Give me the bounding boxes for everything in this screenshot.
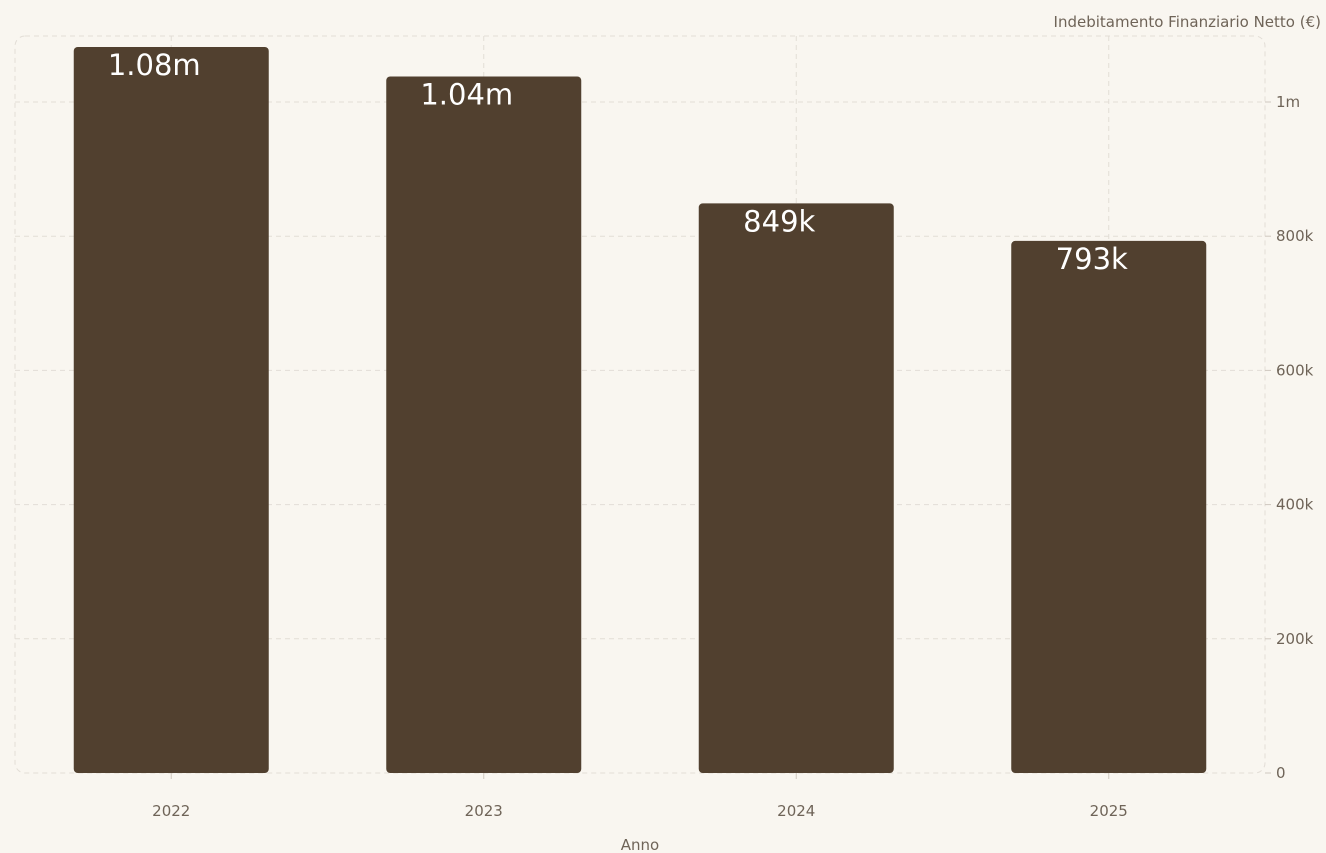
y-axis-ticks: 0 200k 400k 600k 800k 1m — [1265, 93, 1314, 782]
y-axis-title: Indebitamento Finanziario Netto (€) — [1054, 13, 1321, 31]
x-tick-label-2025: 2025 — [1090, 802, 1128, 820]
bars — [73, 46, 1207, 774]
y-tick-label: 800k — [1276, 227, 1314, 245]
bar-2022 — [73, 46, 269, 773]
x-axis-title: Anno — [621, 836, 659, 853]
y-tick-label: 400k — [1276, 496, 1314, 514]
data-label-2023: 1.04m — [420, 78, 513, 112]
data-labels: 1.08m 1.04m 849k 793k — [108, 48, 1128, 276]
y-tick-label: 600k — [1276, 361, 1314, 379]
data-label-2025: 793k — [1056, 242, 1128, 276]
bar-2023 — [386, 76, 582, 773]
x-axis-ticks: 2022 2023 2024 2025 — [152, 773, 1128, 820]
x-tick-label-2024: 2024 — [777, 802, 815, 820]
y-tick-label: 200k — [1276, 630, 1314, 648]
x-tick-label-2022: 2022 — [152, 802, 190, 820]
plot-border — [14, 35, 1266, 774]
y-tick-label: 1m — [1276, 93, 1300, 111]
y-tick-label: 0 — [1276, 764, 1286, 782]
bar-2024 — [698, 203, 894, 774]
data-label-2022: 1.08m — [108, 48, 201, 82]
data-label-2024: 849k — [743, 204, 815, 238]
bar-2025 — [1011, 240, 1207, 774]
x-tick-label-2023: 2023 — [465, 802, 503, 820]
